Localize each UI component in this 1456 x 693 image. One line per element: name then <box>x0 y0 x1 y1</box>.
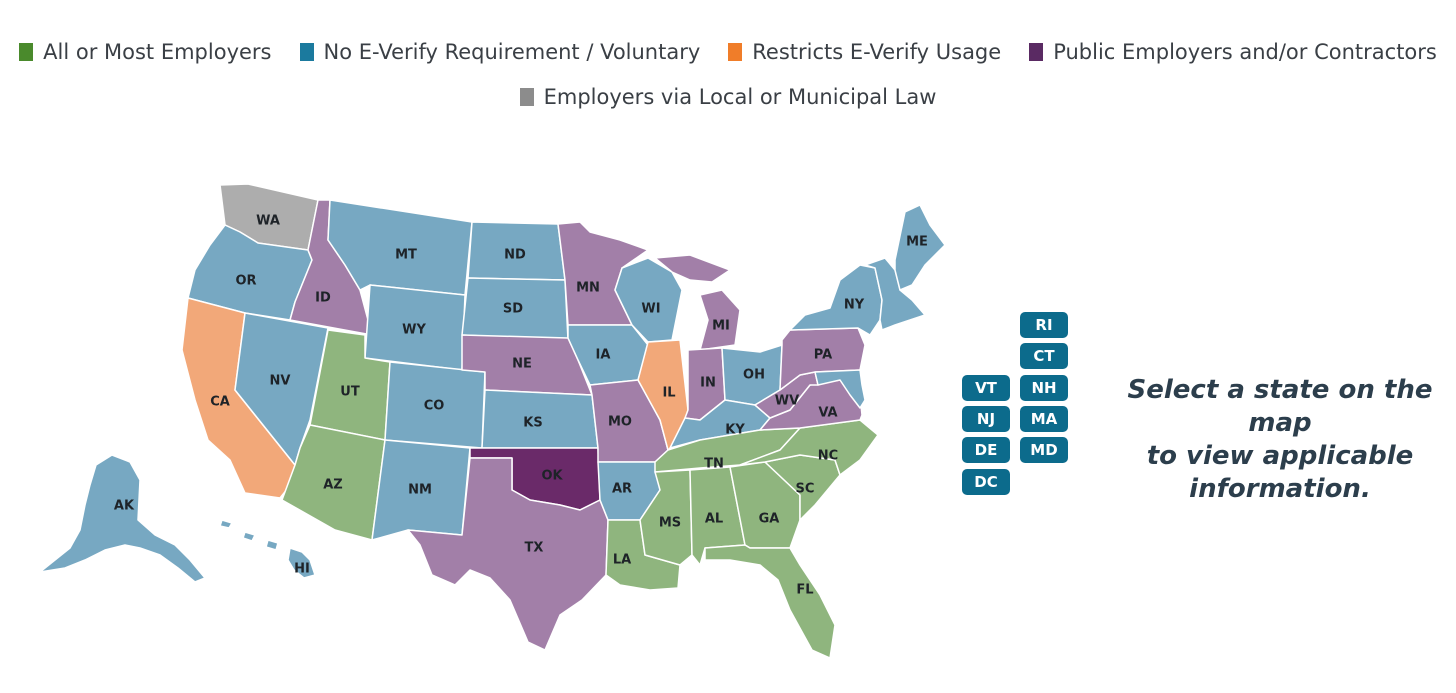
button-ma[interactable]: MA <box>1020 406 1068 432</box>
button-nj[interactable]: NJ <box>962 406 1010 432</box>
us-map: WAORCAIDNVMTWYUTAZCONMNDSDNEKSOKTXMNIAMO… <box>39 183 946 659</box>
state-fl[interactable] <box>704 544 836 659</box>
state-mi[interactable] <box>654 254 741 351</box>
state-nm[interactable] <box>371 439 471 541</box>
state-hi[interactable] <box>219 519 316 579</box>
legend-item-all-or-most: All or Most Employers <box>19 40 272 64</box>
legend-label-restricts: Restricts E-Verify Usage <box>752 40 1002 64</box>
legend-item-voluntary: No E-Verify Requirement / Voluntary <box>299 40 701 64</box>
prompt-line-2: to view applicable <box>1146 441 1414 471</box>
state-tx[interactable] <box>407 457 609 651</box>
prompt-line-3: information. <box>1189 474 1371 504</box>
button-dc[interactable]: DC <box>962 469 1010 495</box>
state-sd[interactable] <box>461 277 569 341</box>
legend-label-all-or-most: All or Most Employers <box>43 40 272 64</box>
button-ct[interactable]: CT <box>1020 343 1068 369</box>
button-nh[interactable]: NH <box>1020 375 1068 401</box>
button-ri[interactable]: RI <box>1020 312 1068 338</box>
state-wy[interactable] <box>364 284 466 371</box>
state-ny[interactable] <box>789 264 883 336</box>
legend-row-1: All or Most Employers No E-Verify Requir… <box>0 36 1456 68</box>
state-ks[interactable] <box>481 389 599 449</box>
legend-label-voluntary: No E-Verify Requirement / Voluntary <box>323 40 701 64</box>
legend-label-local: Employers via Local or Municipal Law <box>543 85 937 109</box>
state-me[interactable] <box>894 204 946 291</box>
legend-swatch-voluntary <box>299 43 314 61</box>
legend-item-restricts: Restricts E-Verify Usage <box>728 40 1001 64</box>
button-de[interactable]: DE <box>962 437 1010 463</box>
legend: All or Most Employers No E-Verify Requir… <box>0 36 1456 126</box>
state-md-de[interactable] <box>814 369 866 409</box>
legend-swatch-all-or-most <box>19 43 34 61</box>
legend-swatch-restricts <box>728 43 743 61</box>
legend-label-public: Public Employers and/or Contractors <box>1053 40 1437 64</box>
select-state-prompt: Select a state on the map to view applic… <box>1110 374 1450 506</box>
button-md[interactable]: MD <box>1020 437 1068 463</box>
legend-item-local: Employers via Local or Municipal Law <box>519 85 937 109</box>
state-ak[interactable] <box>39 454 206 583</box>
legend-item-public: Public Employers and/or Contractors <box>1029 40 1437 64</box>
state-co[interactable] <box>384 361 486 449</box>
state-ne-cluster[interactable] <box>864 257 926 331</box>
state-nd[interactable] <box>467 221 566 281</box>
legend-swatch-local <box>519 88 534 106</box>
button-vt[interactable]: VT <box>962 375 1010 401</box>
legend-row-2: Employers via Local or Municipal Law <box>0 81 1456 113</box>
legend-swatch-public <box>1029 43 1044 61</box>
prompt-line-1: Select a state on the map <box>1127 375 1433 438</box>
